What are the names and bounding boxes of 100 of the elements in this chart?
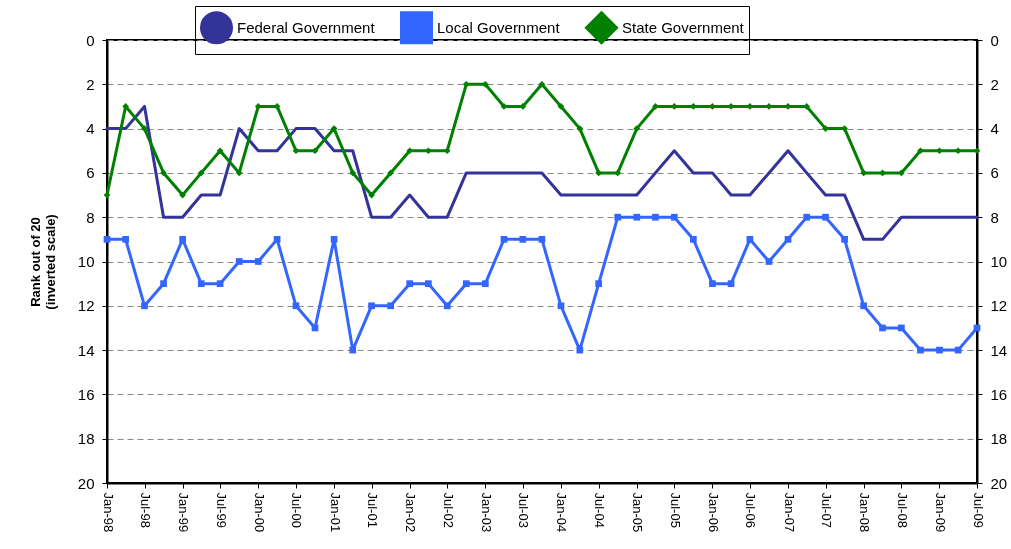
y-tick-label: 18 [77, 430, 95, 448]
x-tick-label: Jan-06 [705, 492, 721, 533]
y2-tick-label: 4 [990, 120, 999, 138]
y2-tick-label: 14 [990, 341, 1008, 359]
point [292, 302, 300, 310]
point [576, 125, 584, 132]
point [538, 80, 546, 88]
y2-tick-label: 2 [990, 75, 999, 93]
point [349, 346, 357, 354]
point [633, 125, 641, 132]
point [103, 191, 111, 199]
point [462, 80, 470, 88]
point [406, 280, 414, 287]
point [841, 236, 848, 243]
point [973, 147, 981, 155]
x-tick-label: Jan-99 [176, 492, 192, 533]
y2-tick-label: 18 [990, 430, 1008, 448]
x-tick-label: Jul-07 [819, 492, 835, 528]
y-tick-label: 6 [86, 164, 95, 182]
x-tick-label: Jan-01 [327, 492, 343, 533]
y2-tick-label: 0 [990, 31, 999, 49]
point [765, 258, 773, 265]
point [443, 302, 451, 310]
point [652, 103, 659, 110]
x-tick-label: Jul-98 [138, 492, 153, 528]
point [425, 147, 432, 155]
x-tick-label: Jan-00 [251, 492, 267, 533]
point [822, 213, 829, 221]
x-tick-label: Jul-08 [894, 492, 910, 528]
x-tick-label: Jan-02 [403, 492, 419, 533]
y-axis-title: Rank out of 20 (inverted scale) [27, 214, 58, 310]
y-tick-label: 12 [77, 297, 95, 315]
point [898, 324, 905, 332]
x-tick-label: Jul-04 [592, 492, 608, 528]
legend-label: State Government [622, 18, 745, 36]
point [538, 236, 546, 243]
point [917, 346, 924, 354]
y-tick-label: 16 [77, 385, 95, 403]
y-tick-label: 14 [77, 341, 95, 359]
point [954, 147, 962, 155]
point [179, 236, 186, 243]
y-tick-label: 10 [77, 253, 95, 270]
point [557, 302, 565, 310]
point [387, 169, 394, 177]
point [368, 302, 375, 310]
y-tick-label: 8 [86, 208, 95, 226]
point [311, 147, 319, 155]
point [709, 280, 716, 287]
y-tick-label: 0 [86, 31, 95, 49]
y2-tick-label: 20 [990, 474, 1008, 492]
point [690, 103, 697, 110]
point [425, 280, 432, 287]
point [917, 147, 924, 155]
point [197, 280, 205, 287]
point [784, 236, 792, 243]
point [292, 147, 300, 155]
point [614, 213, 622, 221]
point [727, 280, 735, 287]
y2-tick-label: 16 [990, 385, 1008, 403]
point [141, 302, 148, 310]
point [122, 236, 129, 243]
point [822, 125, 829, 132]
point [197, 169, 205, 177]
point [803, 213, 811, 221]
x-tick-label: Jul-05 [667, 492, 683, 528]
y2-tick-label: 12 [990, 297, 1008, 315]
point [576, 346, 584, 354]
point [670, 213, 678, 221]
x-tick-label: Jul-09 [970, 492, 986, 528]
point [349, 169, 357, 177]
line-series [105, 104, 979, 241]
legend-label: Local Government [437, 18, 561, 36]
point [519, 236, 527, 243]
point [254, 258, 262, 265]
x-tick-label: Jan-03 [478, 492, 494, 533]
point [936, 147, 943, 155]
x-tick-label: Jan-08 [857, 492, 873, 533]
point [652, 213, 659, 221]
x-tick-label: Jul-03 [516, 492, 532, 528]
x-tick-label: Jan-09 [933, 492, 948, 533]
point [216, 280, 224, 287]
y-tick-label: 4 [86, 120, 95, 138]
x-tick-label: Jul-06 [743, 492, 759, 528]
point [462, 280, 470, 287]
x-tick-label: Jul-02 [440, 492, 456, 528]
x-tick-label: Jan-07 [781, 492, 797, 533]
point [633, 213, 641, 221]
point [803, 103, 811, 110]
point [936, 346, 943, 354]
point [690, 236, 697, 243]
y2-tick-label: 6 [990, 164, 999, 182]
x-tick-label: Jan-05 [630, 492, 646, 533]
point [841, 125, 848, 132]
point [160, 169, 167, 177]
point [179, 191, 186, 199]
point [160, 280, 167, 287]
x-tick-label: Jul-00 [289, 492, 305, 528]
point [273, 236, 281, 243]
point [614, 169, 622, 177]
point [898, 169, 905, 177]
